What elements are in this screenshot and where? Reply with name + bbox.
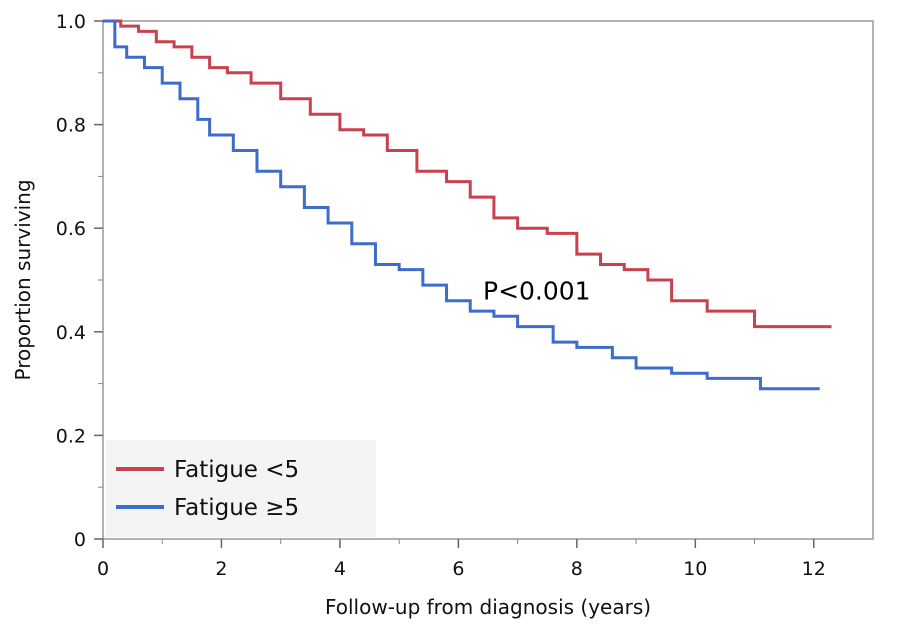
legend-label-fatigue-lt5: Fatigue <5 [174,457,299,483]
y-axis-title: Proportion surviving [11,179,35,380]
y-axis: 0 0.2 0.4 0.6 0.8 1.0 [56,11,103,551]
y-tick-label: 1.0 [56,11,86,33]
series-line-0 [103,19,832,329]
y-tick-label: 0.4 [56,322,86,344]
y-tick-label: 0.6 [56,218,86,240]
y-tick-label: 0 [74,529,86,551]
x-axis: 0 2 4 6 8 10 12 [97,539,826,580]
x-tick-label: 12 [802,558,826,580]
legend-box [106,440,376,537]
y-tick-label: 0.2 [56,425,86,447]
x-tick-label: 0 [97,558,109,580]
legend-label-fatigue-ge5: Fatigue ≥5 [174,495,299,521]
p-value-annotation: P<0.001 [483,276,591,305]
series-layer [103,19,832,391]
x-tick-label: 6 [452,558,464,580]
series-line-1 [103,19,820,391]
x-axis-title: Follow-up from diagnosis (years) [325,595,651,619]
x-tick-label: 10 [683,558,707,580]
x-tick-label: 4 [334,558,346,580]
x-tick-label: 8 [571,558,583,580]
x-tick-label: 2 [215,558,227,580]
y-tick-label: 0.8 [56,115,86,137]
